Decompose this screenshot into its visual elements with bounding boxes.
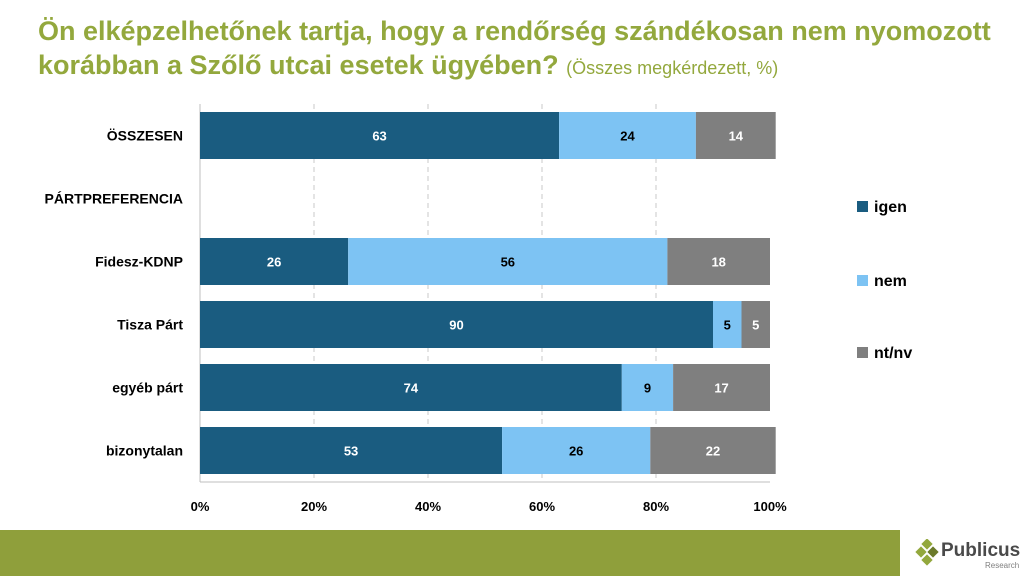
bar-segment	[741, 301, 770, 348]
category-label: PÁRTPREFERENCIA	[45, 191, 183, 207]
bar-segment	[713, 301, 742, 348]
bar-segment	[559, 112, 696, 159]
bar-segment	[673, 364, 770, 411]
category-label: ÖSSZESEN	[107, 128, 183, 144]
stacked-bar-chart: 0% 20% 40% 60% 80% 100% ÖSSZESEN 63 24 14 PÁRTPREF…	[45, 104, 912, 514]
bar-segment	[200, 238, 349, 285]
data-label: 63	[372, 129, 386, 144]
bar-segment	[200, 112, 560, 159]
title-subtitle: (Összes megkérdezett, %)	[566, 58, 779, 78]
data-label: 5	[724, 318, 731, 333]
legend-swatch	[857, 347, 868, 358]
data-label: 74	[404, 381, 419, 396]
footer-band	[0, 530, 900, 576]
title-main: Ön elképzelhetőnek tartja, hogy a rendőr…	[38, 16, 991, 80]
legend-swatch	[857, 201, 868, 212]
bar-segment	[200, 427, 503, 474]
logo-diamond-icon	[915, 539, 939, 566]
x-tick-label: 40%	[415, 499, 441, 514]
data-label: 9	[644, 381, 651, 396]
data-label: 14	[729, 129, 744, 144]
legend-swatch	[857, 275, 868, 286]
data-label: 26	[569, 444, 583, 459]
x-tick-label: 0%	[191, 499, 210, 514]
category-label: Fidesz-KDNP	[95, 254, 183, 270]
data-label: 56	[501, 255, 515, 270]
data-label: 53	[344, 444, 358, 459]
bar-segment	[621, 364, 674, 411]
legend-label: igen	[874, 199, 907, 216]
bar-segment	[200, 364, 622, 411]
logo-subtext: Research	[985, 561, 1020, 570]
x-tick-label: 20%	[301, 499, 327, 514]
publicus-logo: Publicus Research	[915, 536, 1023, 572]
category-label: bizonytalan	[106, 443, 183, 459]
x-tick-label: 80%	[643, 499, 669, 514]
bar-segment	[650, 427, 776, 474]
data-label: 5	[752, 318, 759, 333]
category-label: egyéb párt	[112, 380, 183, 396]
data-label: 17	[714, 381, 728, 396]
data-label: 18	[711, 255, 725, 270]
bar-segment	[695, 112, 776, 159]
bar-segment	[348, 238, 668, 285]
logo-name: Publicus	[941, 540, 1021, 561]
bar-segment	[667, 238, 770, 285]
data-label: 22	[706, 444, 720, 459]
data-label: 24	[620, 129, 635, 144]
data-label: 90	[449, 318, 463, 333]
x-tick-label: 60%	[529, 499, 555, 514]
chart-title: Ön elképzelhetőnek tartja, hogy a rendőr…	[38, 14, 998, 85]
bar-segment	[502, 427, 651, 474]
legend-label: nt/nv	[874, 345, 912, 362]
legend-label: nem	[874, 273, 907, 290]
category-label: Tisza Párt	[117, 317, 183, 333]
x-tick-label: 100%	[753, 499, 787, 514]
data-label: 26	[267, 255, 281, 270]
bar-segment	[200, 301, 713, 348]
